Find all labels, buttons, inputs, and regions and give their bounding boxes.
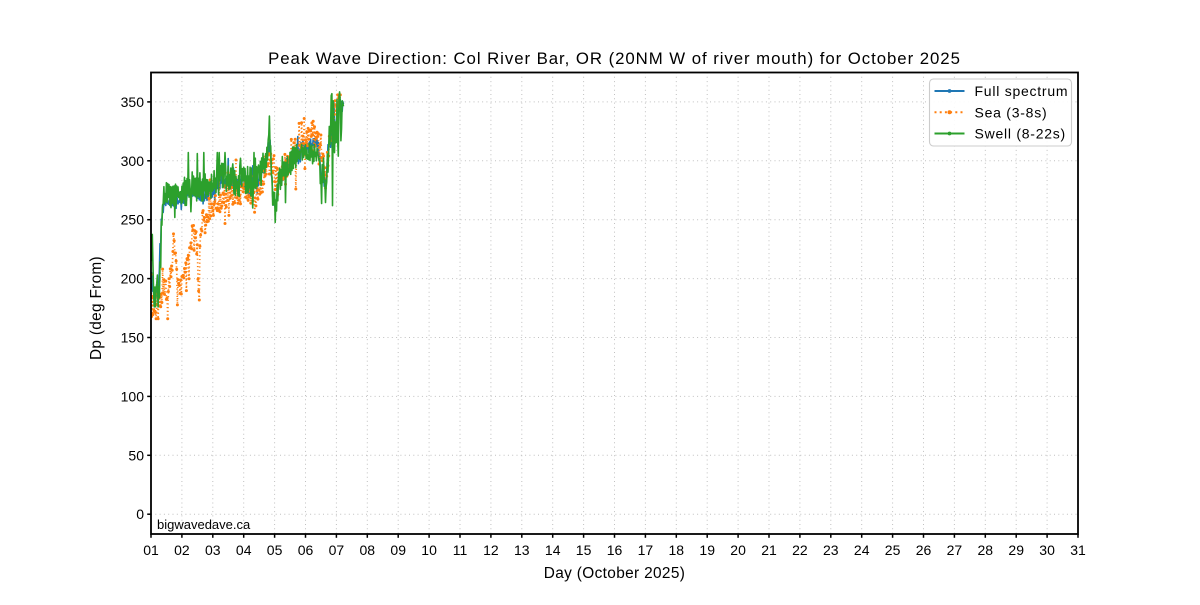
svg-text:07: 07 (329, 542, 345, 558)
svg-text:23: 23 (823, 542, 839, 558)
svg-text:Swell (8-22s): Swell (8-22s) (975, 126, 1066, 142)
svg-text:24: 24 (854, 542, 870, 558)
svg-text:Full spectrum: Full spectrum (975, 83, 1069, 99)
svg-text:06: 06 (298, 542, 314, 558)
svg-text:25: 25 (885, 542, 901, 558)
svg-text:28: 28 (978, 542, 994, 558)
svg-text:Sea (3-8s): Sea (3-8s) (975, 104, 1048, 120)
svg-text:14: 14 (545, 542, 561, 558)
svg-text:300: 300 (121, 153, 145, 169)
svg-text:16: 16 (607, 542, 623, 558)
svg-text:04: 04 (236, 542, 252, 558)
svg-text:18: 18 (669, 542, 685, 558)
svg-text:17: 17 (638, 542, 654, 558)
svg-text:20: 20 (730, 542, 746, 558)
svg-text:29: 29 (1008, 542, 1024, 558)
svg-text:19: 19 (699, 542, 715, 558)
svg-text:05: 05 (267, 542, 283, 558)
svg-text:09: 09 (390, 542, 406, 558)
svg-text:01: 01 (143, 542, 159, 558)
svg-text:12: 12 (483, 542, 499, 558)
svg-text:100: 100 (121, 388, 145, 404)
svg-text:200: 200 (121, 271, 145, 287)
svg-text:50: 50 (128, 447, 144, 463)
svg-text:21: 21 (761, 542, 777, 558)
svg-text:08: 08 (360, 542, 376, 558)
svg-text:31: 31 (1070, 542, 1086, 558)
svg-text:11: 11 (453, 542, 468, 558)
svg-text:bigwavedave.ca: bigwavedave.ca (157, 517, 251, 532)
svg-text:15: 15 (576, 542, 592, 558)
svg-text:02: 02 (174, 542, 190, 558)
svg-text:250: 250 (121, 212, 145, 228)
svg-text:Day (October 2025): Day (October 2025) (544, 565, 685, 582)
svg-text:30: 30 (1039, 542, 1055, 558)
svg-text:26: 26 (916, 542, 932, 558)
svg-text:13: 13 (514, 542, 530, 558)
svg-text:27: 27 (947, 542, 963, 558)
svg-text:150: 150 (121, 330, 145, 346)
svg-text:10: 10 (421, 542, 437, 558)
svg-text:0: 0 (136, 506, 144, 522)
svg-text:Peak Wave Direction: Col River: Peak Wave Direction: Col River Bar, OR (… (268, 49, 961, 68)
svg-text:350: 350 (121, 94, 145, 110)
svg-text:Dp (deg From): Dp (deg From) (88, 256, 105, 360)
svg-text:03: 03 (205, 542, 221, 558)
svg-text:22: 22 (792, 542, 808, 558)
